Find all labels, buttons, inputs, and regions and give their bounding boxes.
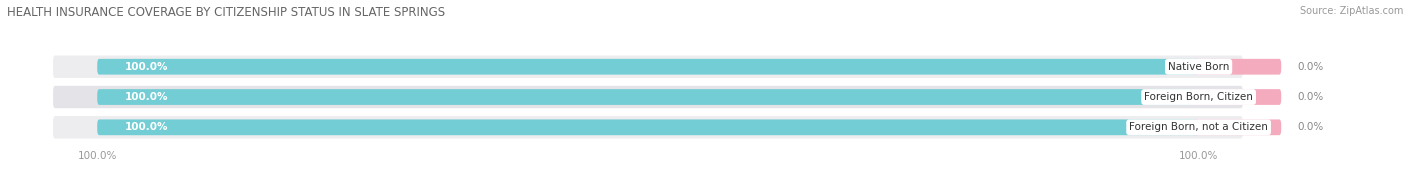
FancyBboxPatch shape <box>1194 119 1281 135</box>
Text: Source: ZipAtlas.com: Source: ZipAtlas.com <box>1299 6 1403 16</box>
FancyBboxPatch shape <box>1194 89 1281 105</box>
Text: 100.0%: 100.0% <box>125 92 169 102</box>
Legend: With Coverage, Without Coverage: With Coverage, Without Coverage <box>543 195 758 196</box>
Text: Native Born: Native Born <box>1168 62 1229 72</box>
Text: Foreign Born, not a Citizen: Foreign Born, not a Citizen <box>1129 122 1268 132</box>
Text: 0.0%: 0.0% <box>1298 92 1324 102</box>
Text: 0.0%: 0.0% <box>1298 62 1324 72</box>
FancyBboxPatch shape <box>97 89 1198 105</box>
FancyBboxPatch shape <box>53 86 1243 108</box>
FancyBboxPatch shape <box>53 55 1243 78</box>
Text: 100.0%: 100.0% <box>125 62 169 72</box>
FancyBboxPatch shape <box>97 119 1198 135</box>
Text: HEALTH INSURANCE COVERAGE BY CITIZENSHIP STATUS IN SLATE SPRINGS: HEALTH INSURANCE COVERAGE BY CITIZENSHIP… <box>7 6 446 19</box>
Text: 100.0%: 100.0% <box>125 122 169 132</box>
FancyBboxPatch shape <box>53 116 1243 139</box>
Text: 0.0%: 0.0% <box>1298 122 1324 132</box>
Text: Foreign Born, Citizen: Foreign Born, Citizen <box>1144 92 1253 102</box>
FancyBboxPatch shape <box>1194 59 1281 75</box>
FancyBboxPatch shape <box>97 59 1198 75</box>
